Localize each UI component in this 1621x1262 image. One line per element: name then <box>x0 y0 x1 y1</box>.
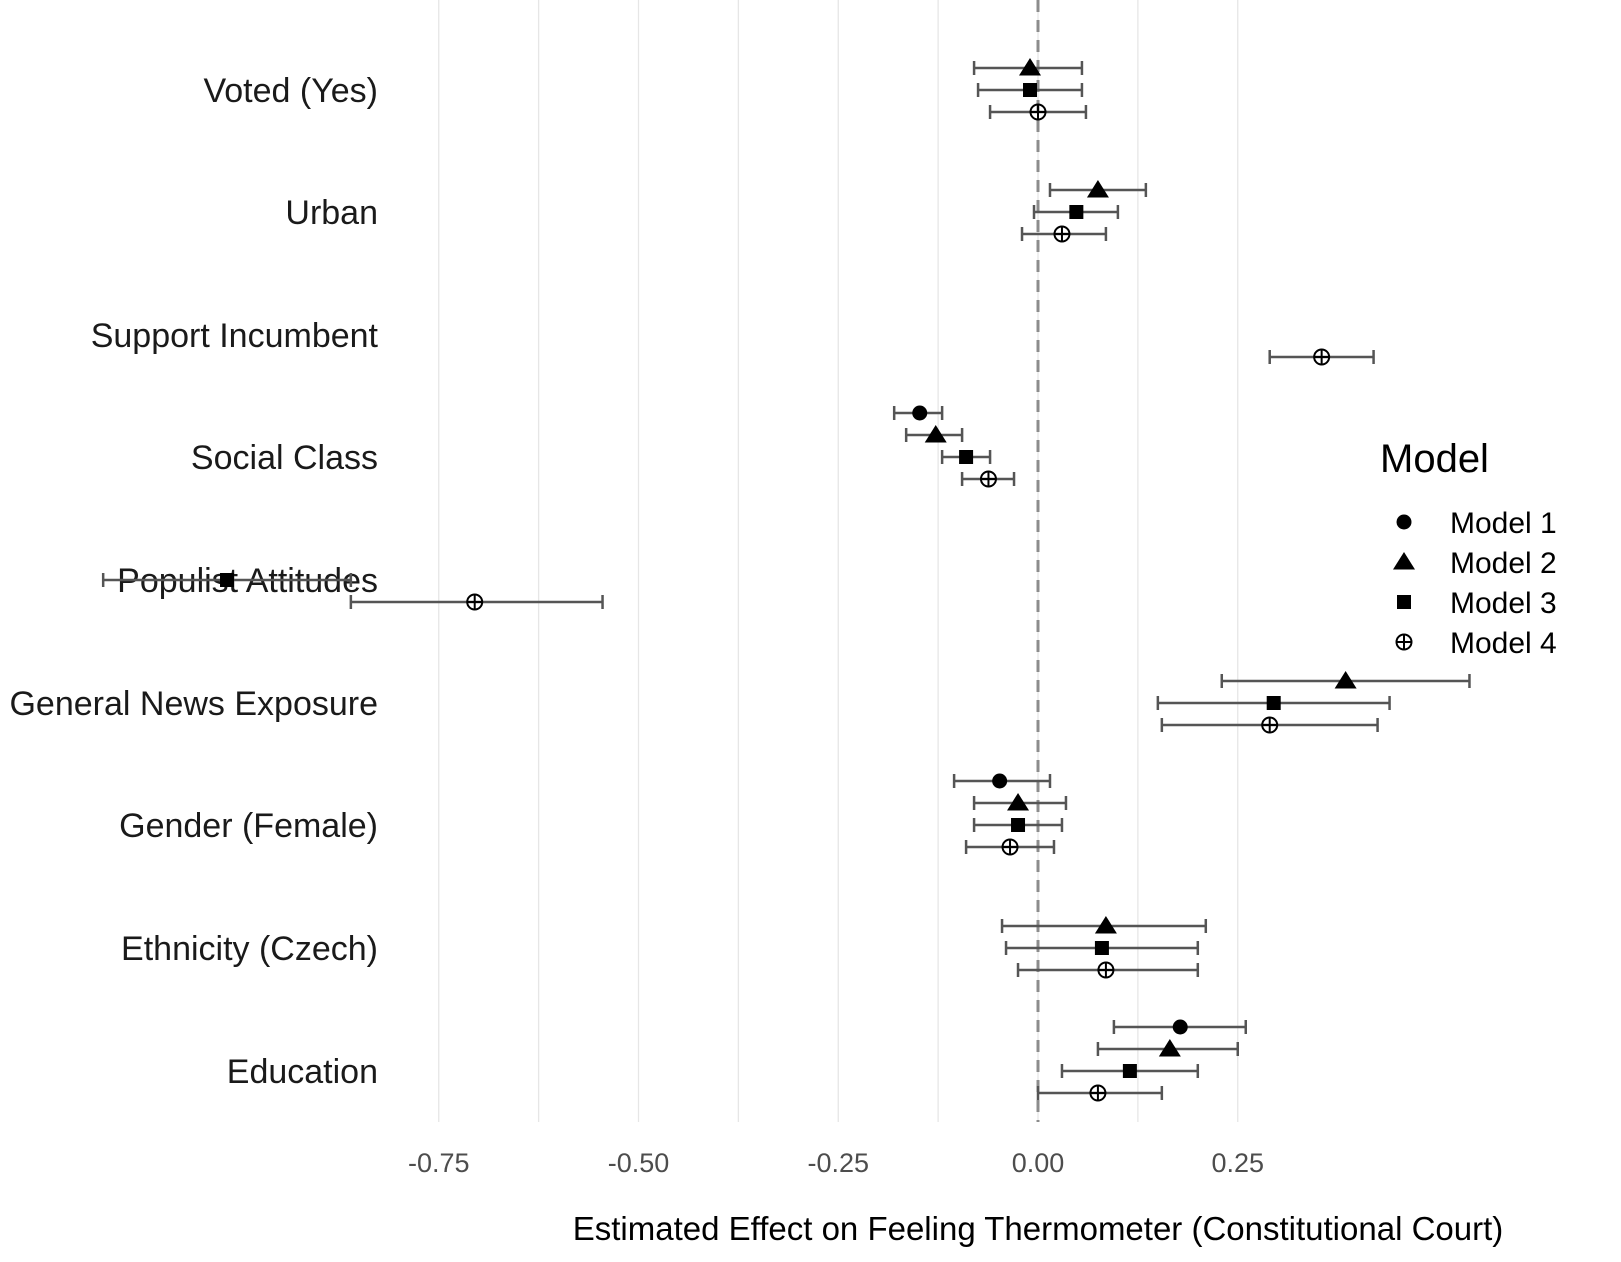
point-marker <box>1122 1064 1137 1078</box>
point-marker <box>1158 1039 1181 1057</box>
coefficient-point <box>1112 1019 1247 1035</box>
y-tick-label: General News Exposure <box>9 685 378 723</box>
point-marker <box>1395 633 1413 651</box>
point-marker <box>1393 552 1415 570</box>
point-marker <box>1053 225 1071 243</box>
y-tick-label: Social Class <box>191 439 378 477</box>
legend-items: Model 1 Model 2 Model 3 Model 4 <box>1393 507 1557 660</box>
series-2 <box>904 58 1471 1057</box>
legend-item: Model 4 <box>1395 627 1557 660</box>
x-tick-label: -0.25 <box>807 1148 869 1178</box>
point-marker <box>1397 595 1411 609</box>
coefficient-point <box>1156 696 1391 710</box>
series-3 <box>101 83 1391 1078</box>
coefficient-point <box>960 470 1016 488</box>
legend-item: Model 1 <box>1396 507 1557 540</box>
legend-title: Model <box>1380 437 1489 481</box>
series-1 <box>892 405 1247 1035</box>
x-tick-label: -0.50 <box>608 1148 670 1178</box>
point-marker <box>466 593 484 611</box>
point-marker <box>220 573 235 587</box>
point-marker <box>1094 941 1109 955</box>
point-marker <box>1266 696 1281 710</box>
coefficient-point <box>101 573 353 587</box>
point-marker <box>924 425 947 443</box>
coefficient-point <box>349 593 604 611</box>
y-tick-label: Support Incumbent <box>91 317 379 355</box>
point-marker <box>1019 58 1042 76</box>
y-tick-label: Education <box>227 1053 378 1091</box>
coefficient-point <box>1020 225 1108 243</box>
y-tick-label: Ethnicity (Czech) <box>121 930 378 968</box>
grid-lines <box>438 0 1239 1122</box>
legend-label: Model 4 <box>1450 627 1557 660</box>
point-marker <box>1172 1019 1188 1035</box>
coefficient-point <box>952 773 1052 789</box>
y-tick-label: Gender (Female) <box>119 807 378 845</box>
point-marker <box>1097 961 1115 979</box>
y-tick-label: Urban <box>285 194 378 232</box>
y-axis-tick-labels: Voted (Yes) Urban Support Incumbent Social … <box>9 72 378 1091</box>
legend-label: Model 1 <box>1450 507 1557 540</box>
point-marker <box>1001 838 1019 856</box>
coefficient-point <box>976 83 1084 97</box>
x-tick-label: -0.75 <box>408 1148 470 1178</box>
point-marker <box>1086 180 1109 198</box>
point-marker <box>1011 818 1026 832</box>
coefficient-point <box>1000 916 1208 934</box>
coefficient-point <box>940 450 992 464</box>
coefficient-point <box>892 405 944 421</box>
coefficient-point <box>964 838 1056 856</box>
legend: Model Model 1 Model 2 Model 3 Model 4 <box>1380 437 1557 660</box>
x-axis-tick-labels: -0.75 -0.50 -0.25 0.00 0.25 <box>408 1148 1264 1178</box>
coefficient-point <box>1060 1064 1200 1078</box>
point-marker <box>1029 103 1047 121</box>
point-marker <box>959 450 974 464</box>
coefficient-point <box>1048 180 1148 198</box>
x-axis-label: Estimated Effect on Feeling Thermometer … <box>573 1210 1504 1247</box>
series-4 <box>349 103 1379 1102</box>
point-marker <box>1089 1084 1107 1102</box>
legend-label: Model 3 <box>1450 587 1557 620</box>
plot-marks <box>101 58 1471 1102</box>
point-marker <box>1396 514 1412 530</box>
coefficient-point <box>1016 961 1200 979</box>
coefficient-point <box>1004 941 1200 955</box>
coefficient-point <box>1160 716 1379 734</box>
coefficient-point <box>1220 671 1471 689</box>
coefficient-point <box>904 425 964 443</box>
point-marker <box>1261 716 1279 734</box>
coefficient-point <box>972 818 1064 832</box>
point-marker <box>912 405 928 421</box>
coefficient-point <box>972 793 1068 811</box>
point-marker <box>1023 83 1038 97</box>
point-marker <box>1007 793 1030 811</box>
legend-item: Model 2 <box>1393 547 1557 580</box>
point-marker <box>992 773 1008 789</box>
coefficient-point <box>1032 205 1120 219</box>
y-tick-label: Voted (Yes) <box>203 72 378 110</box>
legend-label: Model 2 <box>1450 547 1557 580</box>
x-tick-label: 0.00 <box>1012 1148 1065 1178</box>
coefficient-point <box>1036 1084 1164 1102</box>
point-marker <box>1313 348 1331 366</box>
point-marker <box>1334 671 1357 689</box>
point-marker <box>1069 205 1084 219</box>
coefficient-point <box>988 103 1088 121</box>
legend-item: Model 3 <box>1397 587 1557 620</box>
coefficient-point <box>1096 1039 1239 1057</box>
x-tick-label: 0.25 <box>1211 1148 1264 1178</box>
coefficient-point <box>972 58 1084 76</box>
point-marker <box>979 470 997 488</box>
coefficient-point <box>1268 348 1375 366</box>
point-marker <box>1094 916 1117 934</box>
